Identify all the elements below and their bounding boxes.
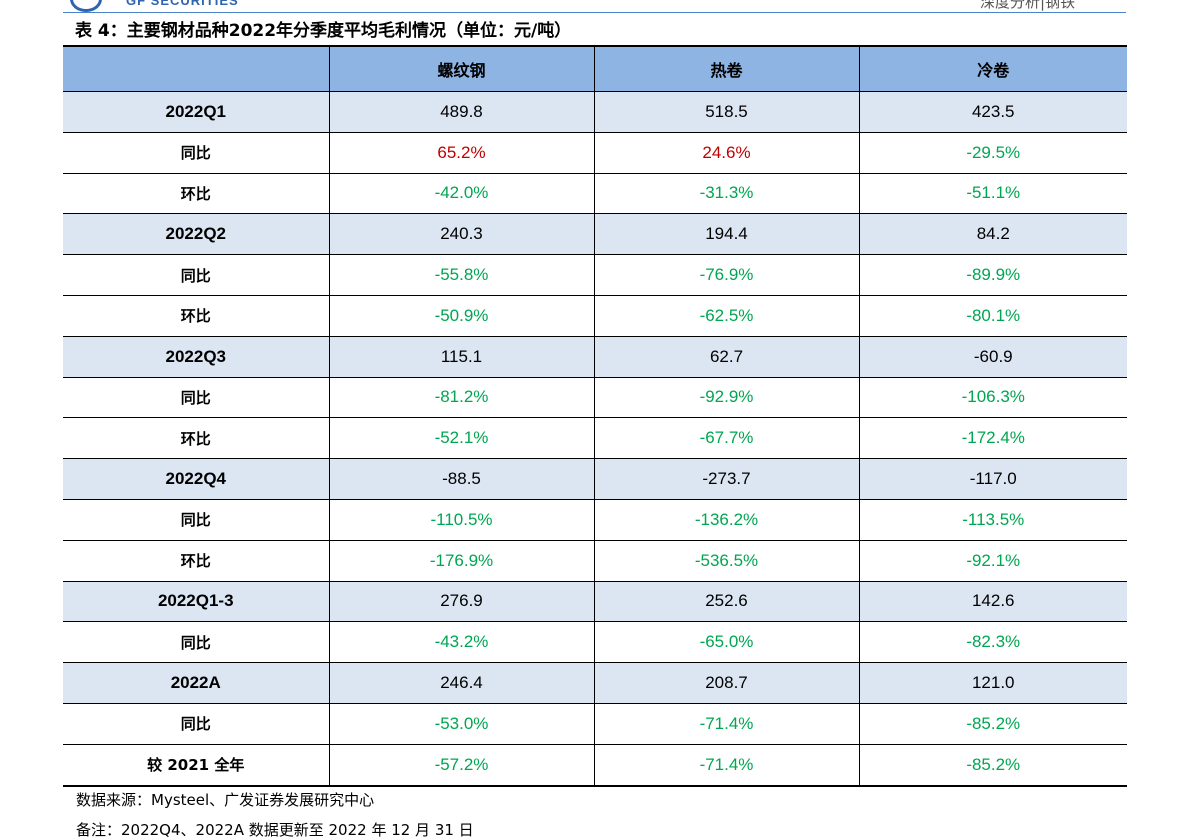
table-cell: -172.4%	[858, 417, 1127, 460]
row-label: 环比	[63, 539, 330, 582]
header-rule	[63, 0, 1126, 13]
row-label: 同比	[63, 254, 330, 296]
table-cell: -55.8%	[328, 254, 595, 296]
column-header-blank	[63, 45, 330, 92]
table-cell: -51.1%	[858, 172, 1127, 215]
table-row: 2022Q1 489.8 518.5 423.5	[63, 91, 1127, 133]
table-cell: 65.2%	[328, 131, 595, 174]
brand-name: GF SECURITIES	[126, 0, 239, 8]
data-source: 数据来源：Mysteel、广发证券发展研究中心	[76, 791, 375, 809]
table-cell: -110.5%	[328, 498, 595, 541]
table-cell: 194.4	[593, 213, 860, 256]
table-cell: -106.3%	[858, 376, 1127, 419]
row-label: 较 2021 全年	[63, 743, 330, 787]
table-cell: -76.9%	[593, 254, 860, 296]
table-cell: -85.2%	[858, 702, 1127, 745]
table-cell: -80.1%	[858, 294, 1127, 337]
row-label: 环比	[63, 172, 330, 215]
table-header-row: 螺纹钢 热卷 冷卷	[63, 45, 1127, 92]
table-row: 2022Q1-3 276.9 252.6 142.6	[63, 580, 1127, 623]
table-cell: -65.0%	[593, 621, 860, 664]
table-row: 2022Q2 240.3 194.4 84.2	[63, 213, 1127, 256]
table-cell: -67.7%	[593, 417, 860, 460]
table-cell: -71.4%	[593, 743, 860, 787]
table-cell: -50.9%	[328, 294, 595, 337]
table-cell: -42.0%	[328, 172, 595, 215]
table-cell: -136.2%	[593, 498, 860, 541]
table-cell: 84.2	[858, 213, 1127, 256]
table-cell: 24.6%	[593, 131, 860, 174]
table-cell: -92.9%	[593, 376, 860, 419]
table-row: 环比 -50.9% -62.5% -80.1%	[63, 294, 1127, 337]
table-cell: 489.8	[328, 91, 595, 133]
table-cell: -53.0%	[328, 702, 595, 745]
table-cell: -176.9%	[328, 539, 595, 582]
row-label: 2022Q4	[63, 458, 330, 500]
table-row: 同比 -110.5% -136.2% -113.5%	[63, 498, 1127, 541]
table-cell: -536.5%	[593, 539, 860, 582]
table-cell: 518.5	[593, 91, 860, 133]
table-row: 环比 -42.0% -31.3% -51.1%	[63, 172, 1127, 215]
table-cell: -57.2%	[328, 743, 595, 787]
table-cell: 121.0	[858, 662, 1127, 704]
table-cell: -62.5%	[593, 294, 860, 337]
table-row: 2022Q4 -88.5 -273.7 -117.0	[63, 458, 1127, 500]
row-label: 2022Q1-3	[63, 580, 330, 623]
row-label: 环比	[63, 294, 330, 337]
table-cell: 142.6	[858, 580, 1127, 623]
table-cell: -89.9%	[858, 254, 1127, 296]
table-row: 环比 -176.9% -536.5% -92.1%	[63, 539, 1127, 582]
table-row: 较 2021 全年 -57.2% -71.4% -85.2%	[63, 743, 1127, 787]
report-category: 深度分析|钢铁	[980, 0, 1076, 11]
column-header-rebar: 螺纹钢	[328, 45, 595, 92]
gross-margin-table: 螺纹钢 热卷 冷卷 2022Q1 489.8 518.5 423.5 同比 65.2% 24…	[63, 45, 1127, 787]
table-row: 同比 -55.8% -76.9% -89.9%	[63, 254, 1127, 296]
row-label: 2022Q2	[63, 213, 330, 256]
table-cell: -117.0	[858, 458, 1127, 500]
table-cell: 246.4	[328, 662, 595, 704]
table-cell: 423.5	[858, 91, 1127, 133]
table-row: 同比 -53.0% -71.4% -85.2%	[63, 702, 1127, 745]
table-cell: 208.7	[593, 662, 860, 704]
table-cell: 62.7	[593, 335, 860, 378]
table-cell: 276.9	[328, 580, 595, 623]
table-cell: -82.3%	[858, 621, 1127, 664]
column-header-hot-rolled: 热卷	[593, 45, 860, 92]
table-body: 2022Q1 489.8 518.5 423.5 同比 65.2% 24.6% -29.5% 环…	[63, 91, 1127, 787]
table-cell: 240.3	[328, 213, 595, 256]
column-header-cold-rolled: 冷卷	[858, 45, 1127, 92]
table-row: 同比 65.2% 24.6% -29.5%	[63, 131, 1127, 174]
table-cell: -88.5	[328, 458, 595, 500]
row-label: 同比	[63, 498, 330, 541]
table-cell: -273.7	[593, 458, 860, 500]
row-label: 同比	[63, 131, 330, 174]
footnote: 备注：2022Q4、2022A 数据更新至 2022 年 12 月 31 日	[76, 821, 474, 839]
table-row: 同比 -43.2% -65.0% -82.3%	[63, 621, 1127, 664]
row-label: 同比	[63, 702, 330, 745]
table-cell: 115.1	[328, 335, 595, 378]
table-title: 表 4：主要钢材品种2022年分季度平均毛利情况（单位：元/吨）	[75, 21, 572, 41]
table-row: 2022Q3 115.1 62.7 -60.9	[63, 335, 1127, 378]
table-cell: 252.6	[593, 580, 860, 623]
row-label: 同比	[63, 621, 330, 664]
table-cell: -85.2%	[858, 743, 1127, 787]
row-label: 同比	[63, 376, 330, 419]
row-label: 2022Q1	[63, 91, 330, 133]
table-cell: -113.5%	[858, 498, 1127, 541]
row-label: 2022A	[63, 662, 330, 704]
table-cell: -52.1%	[328, 417, 595, 460]
row-label: 2022Q3	[63, 335, 330, 378]
table-cell: -43.2%	[328, 621, 595, 664]
table-cell: -29.5%	[858, 131, 1127, 174]
row-label: 环比	[63, 417, 330, 460]
table-cell: -71.4%	[593, 702, 860, 745]
table-cell: -92.1%	[858, 539, 1127, 582]
table-cell: -31.3%	[593, 172, 860, 215]
table-row: 同比 -81.2% -92.9% -106.3%	[63, 376, 1127, 419]
table-row: 环比 -52.1% -67.7% -172.4%	[63, 417, 1127, 460]
table-cell: -81.2%	[328, 376, 595, 419]
table-row: 2022A 246.4 208.7 121.0	[63, 662, 1127, 704]
table-cell: -60.9	[858, 335, 1127, 378]
